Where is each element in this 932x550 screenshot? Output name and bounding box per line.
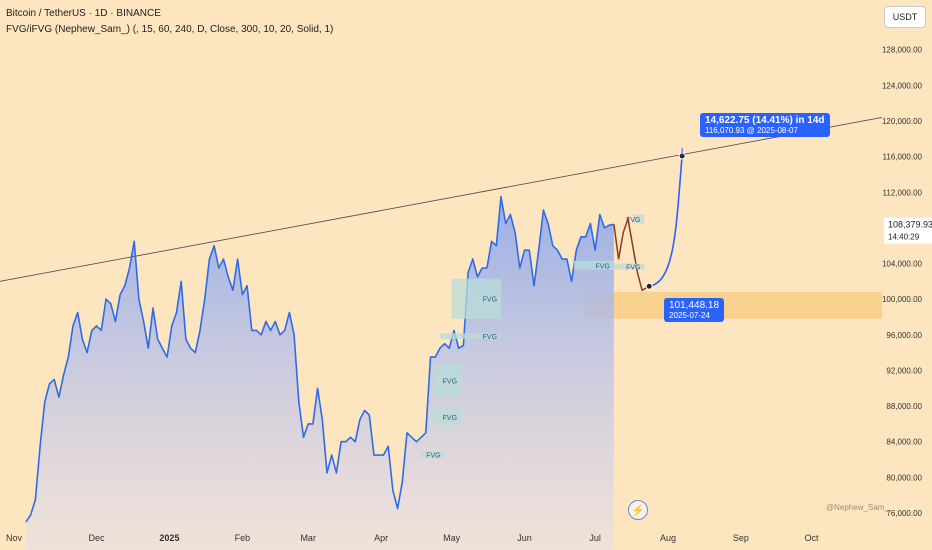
fvg-box: [439, 333, 502, 340]
fvg-label: FVG: [443, 415, 457, 422]
fvg-label: FVG: [626, 265, 640, 272]
y-tick-label: 100,000.00: [882, 295, 923, 304]
y-tick-label: 76,000.00: [886, 509, 922, 518]
y-tick-label: 96,000.00: [886, 331, 922, 340]
flash-icon[interactable]: ⚡: [628, 500, 648, 520]
currency-button[interactable]: USDT: [884, 6, 926, 28]
x-tick-label: Feb: [235, 533, 251, 543]
fvg-box: [613, 263, 645, 270]
watermark: @Nephew_Sam_: [826, 503, 889, 512]
low-point[interactable]: [645, 282, 653, 290]
y-tick-label: 116,000.00: [883, 153, 923, 162]
y-tick-label: 92,000.00: [886, 366, 922, 375]
current-price-box: [884, 217, 932, 244]
y-tick-label: 120,000.00: [882, 117, 923, 126]
x-tick-label: 2025: [159, 533, 179, 543]
trendline[interactable]: [0, 116, 883, 282]
x-tick-label: Oct: [804, 533, 819, 543]
x-tick-label: Mar: [300, 533, 316, 543]
x-tick-label: Aug: [660, 533, 676, 543]
current-price-timer: 14:40:29: [888, 233, 920, 242]
fvg-box: [451, 278, 502, 319]
chart-title: Bitcoin / TetherUS · 1D · BINANCE: [6, 8, 161, 19]
y-tick-label: 128,000.00: [882, 46, 923, 55]
projection-path[interactable]: [613, 216, 650, 292]
measure-callout-line2: 116,070.93 @ 2025-08-07: [705, 126, 798, 135]
low-callout-line1: 101,448.18: [669, 300, 720, 311]
measure-callout-line1: 14,622.75 (14.41%) in 14d: [705, 115, 825, 126]
price-axis[interactable]: [882, 0, 932, 550]
target-zone: [583, 292, 882, 319]
current-price-label: 108,379.93: [888, 220, 932, 230]
y-tick-label: 112,000.00: [883, 188, 923, 197]
y-tick-label: 88,000.00: [886, 402, 922, 411]
low-callout-line2: 2025-07-24: [669, 311, 710, 320]
x-tick-label: May: [443, 533, 461, 543]
fvg-box: [432, 408, 462, 425]
measure-callout: 14,622.75 (14.41%) in 14d 116,070.93 @ 2…: [700, 113, 830, 137]
low-callout: 101,448.18 2025-07-24: [664, 298, 725, 322]
fvg-box: [421, 451, 445, 458]
indicator-legend[interactable]: FVG/iFVG (Nephew_Sam_) (, 15, 60, 240, D…: [6, 24, 334, 35]
y-tick-label: 84,000.00: [886, 438, 922, 447]
fvg-label: FVG: [626, 217, 640, 224]
fvg-label: FVG: [596, 263, 610, 270]
price-area-fill: [26, 196, 614, 550]
x-tick-label: Dec: [89, 533, 106, 543]
x-tick-label: Nov: [6, 533, 23, 543]
y-tick-label: 80,000.00: [886, 473, 922, 482]
price-line[interactable]: [25, 195, 615, 523]
fvg-box: [432, 364, 462, 398]
y-tick-label: 104,000.00: [882, 260, 923, 269]
fvg-label: FVG: [483, 334, 497, 341]
x-tick-label: Jun: [517, 533, 532, 543]
x-tick-label: Jul: [589, 533, 601, 543]
projected-curve[interactable]: [649, 155, 683, 288]
fvg-box: [632, 214, 645, 224]
fvg-label: FVG: [426, 453, 440, 460]
fvg-label: FVG: [483, 297, 497, 304]
fvg-label: FVG: [443, 379, 457, 386]
x-tick-label: Sep: [733, 533, 749, 543]
fvg-box: [573, 260, 614, 270]
y-tick-label: 124,000.00: [882, 81, 923, 90]
x-tick-label: Apr: [374, 533, 388, 543]
